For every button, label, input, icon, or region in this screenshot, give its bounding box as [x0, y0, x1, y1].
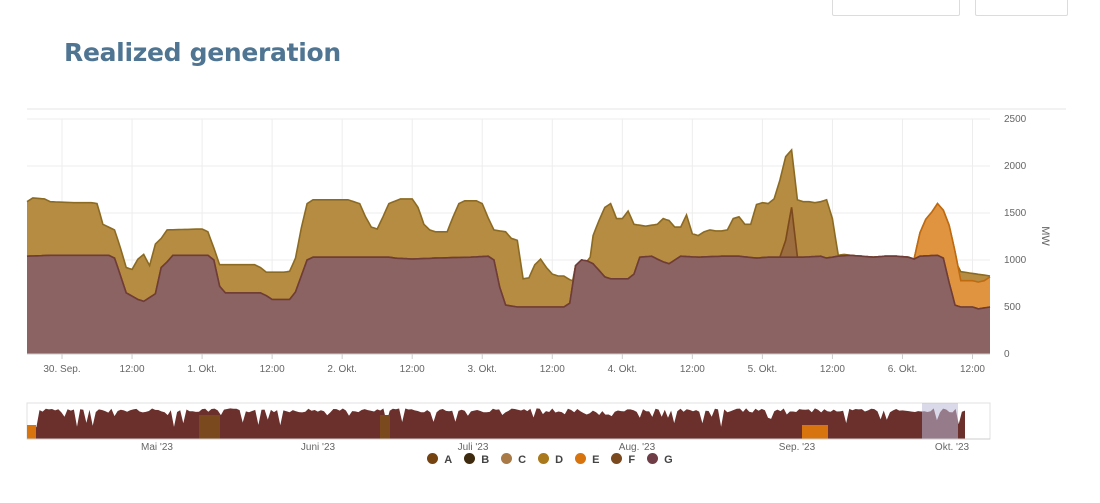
x-axis-ticks: 30. Sep. 12:00 1. Okt. 12:00 2. Okt. 12:00 3. … [43, 354, 985, 375]
x-tick-label: 12:00 [540, 364, 565, 375]
toolbar-button-2[interactable] [975, 0, 1068, 16]
legend-marker [575, 453, 587, 464]
navigator-accent [27, 425, 36, 439]
legend-item-b[interactable]: B [464, 453, 489, 466]
legend-marker [464, 453, 476, 464]
navigator-series [27, 408, 965, 439]
navigator-label: Aug. '23 [619, 442, 656, 453]
chart-title: Realized generation [64, 38, 341, 67]
x-tick-label: 12:00 [260, 364, 285, 375]
navigator-label: Juni '23 [301, 442, 336, 453]
legend-label: F [628, 454, 636, 466]
navigator-label: Sep. '23 [779, 442, 816, 453]
navigator-selection[interactable] [922, 403, 958, 439]
plot-areas [26, 148, 991, 355]
x-tick-label: 12:00 [400, 364, 425, 375]
x-tick-label: 6. Okt. [888, 364, 917, 375]
legend-item-a[interactable]: A [427, 453, 452, 466]
legend-label: G [664, 454, 673, 466]
x-tick-label: 12:00 [960, 364, 985, 375]
legend-item-d[interactable]: D [538, 453, 563, 466]
series-g-area [27, 255, 990, 354]
navigator-label: Mai '23 [141, 442, 173, 453]
navigator-accent [802, 425, 828, 439]
y-axis-ticks: 0 500 1000 1500 2000 2500 [1004, 114, 1027, 360]
series-g-line [26, 254, 991, 310]
x-tick-label: 2. Okt. [327, 364, 356, 375]
navigator-labels: Mai '23 Juni '23 Juli '23 Aug. '23 Sep. '23 O… [141, 442, 969, 453]
x-tick-label: 3. Okt. [468, 364, 497, 375]
legend-label: D [555, 454, 564, 466]
x-tick-label: 12:00 [680, 364, 705, 375]
x-tick-label: 12:00 [120, 364, 145, 375]
x-tick-label: 4. Okt. [608, 364, 637, 375]
navigator-accent [199, 415, 220, 439]
legend-marker [647, 453, 659, 464]
series-d-area [27, 150, 990, 307]
navigator-label: Juli '23 [458, 442, 489, 453]
y-tick-label: 1500 [1004, 208, 1027, 219]
x-tick-label: 12:00 [820, 364, 845, 375]
series-d-line [26, 148, 991, 282]
navigator-strip: Mai '23 Juni '23 Juli '23 Aug. '23 Sep. '23 O… [26, 402, 991, 453]
x-tick-label: 5. Okt. [748, 364, 777, 375]
y-tick-label: 2500 [1004, 114, 1027, 125]
legend-marker [501, 453, 513, 464]
legend-marker [538, 453, 550, 464]
x-tick-label: 1. Okt. [187, 364, 216, 375]
y-tick-label: 1000 [1004, 255, 1027, 266]
y-tick-label: 500 [1004, 302, 1021, 313]
legend-item-e[interactable]: E [575, 453, 599, 466]
legend-item-f[interactable]: F [611, 453, 635, 466]
navigator-label: Okt. '23 [935, 442, 970, 453]
y-tick-label: 0 [1004, 349, 1010, 360]
legend-label: C [518, 454, 527, 466]
legend-marker [427, 453, 439, 464]
legend-label: A [444, 454, 453, 466]
legend-item-c[interactable]: C [501, 453, 526, 466]
navigator-accent [380, 415, 390, 439]
y-axis-label: MW [1039, 226, 1051, 246]
x-tick-label: 30. Sep. [43, 364, 80, 375]
legend-label: E [592, 454, 600, 466]
navigator-area [27, 408, 965, 439]
y-tick-label: 2000 [1004, 161, 1027, 172]
legend-label: B [481, 454, 490, 466]
legend: A B C D E F G [0, 453, 1100, 466]
legend-marker [611, 453, 623, 464]
toolbar-button-1[interactable] [832, 0, 960, 16]
legend-item-g[interactable]: G [647, 453, 673, 466]
